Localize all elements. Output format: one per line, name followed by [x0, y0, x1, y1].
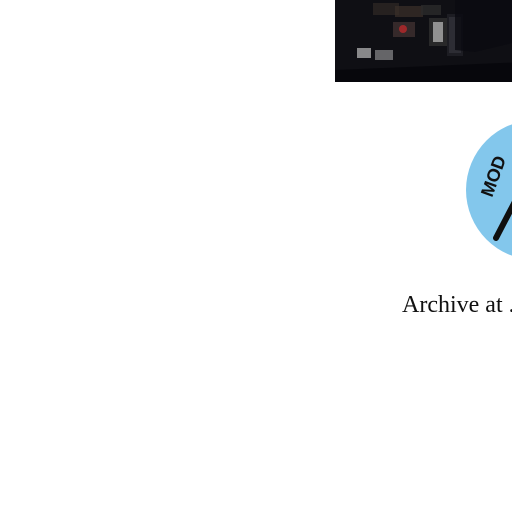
archive-badge-logo: MOD [466, 120, 512, 260]
badge-art: MOD [466, 120, 512, 260]
archive-caption: Archive at . [402, 292, 512, 318]
badge-text: MOD [477, 153, 510, 199]
photo-scene [335, 0, 512, 82]
photo-thumbnail[interactable] [335, 0, 512, 82]
